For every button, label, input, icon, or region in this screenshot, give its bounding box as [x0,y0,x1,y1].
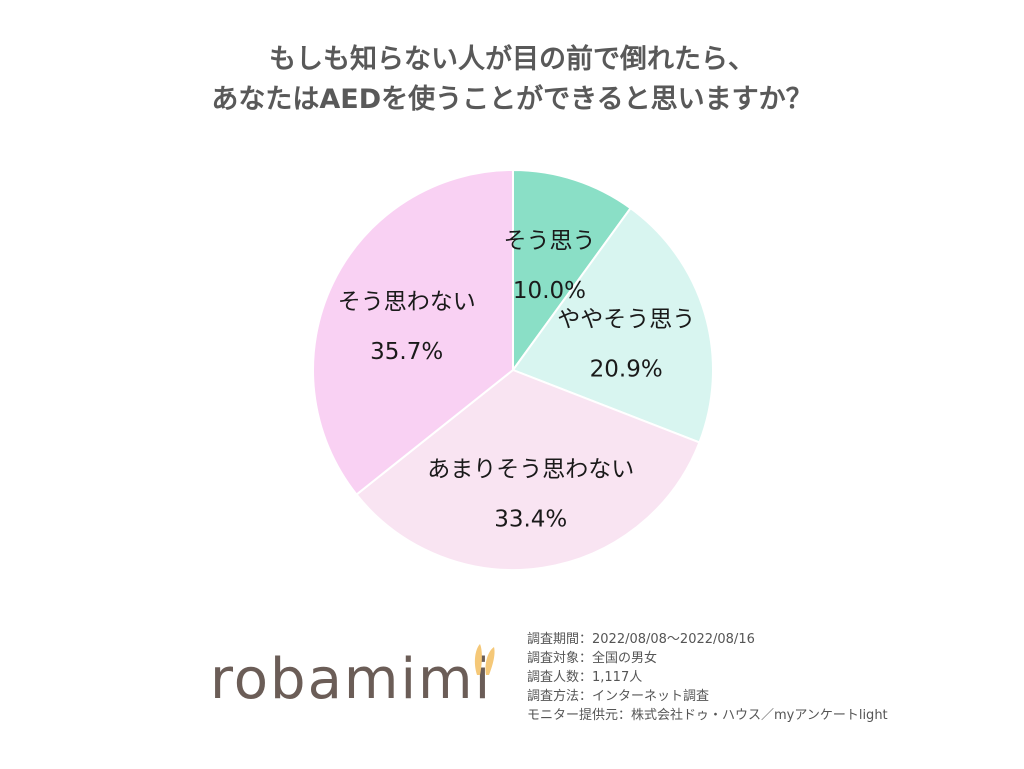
pie-slice-1 [511,206,714,444]
pie-slice-category-label-0: そう思う [503,228,595,254]
pie-labels: そう思う 10.0% ややそう思う 20.9% あまりそう思わない 33.4% そう思わない… [338,228,696,533]
pie-slice-3 [312,168,514,496]
pie-slice-0 [512,168,632,374]
pie-slice-2 [355,368,701,571]
pie-slice-category-label-1: ややそう思う [557,307,695,333]
survey-target: 調査対象：全国の男女 [527,651,658,666]
pie-slices [312,168,714,571]
pie-slice-value-label-0: 10.0% [513,278,586,304]
chart-title-line-1: もしも知らない人が目の前で倒れたら、 [269,44,755,75]
chart-title: もしも知らない人が目の前で倒れたら、 あなたはAEDを使うことができると思います… [0,40,1024,120]
brand-logo: robamimi [210,647,493,712]
pie-slice-value-label-2: 33.4% [494,507,567,533]
survey-info: 調査期間：2022/08/08～2022/08/16 調査対象：全国の男女 調査… [527,630,888,725]
bunny-ears-icon [474,644,495,675]
pie-slice-value-label-3: 35.7% [370,339,443,365]
survey-count: 調査人数：1,117人 [527,670,643,685]
pie-slice-category-label-3: そう思わない [338,289,476,315]
chart-title-line-2: あなたはAEDを使うことができると思いますか？ [211,84,813,115]
survey-period: 調査期間：2022/08/08～2022/08/16 [527,632,755,647]
pie-slice-value-label-1: 20.9% [590,357,663,383]
survey-method: 調査方法：インターネット調査 [527,689,710,704]
survey-provider: モニター提供元：株式会社ドゥ・ハウス／myアンケートlight [527,708,888,723]
pie-slice-category-label-2: あまりそう思わない [427,457,634,483]
